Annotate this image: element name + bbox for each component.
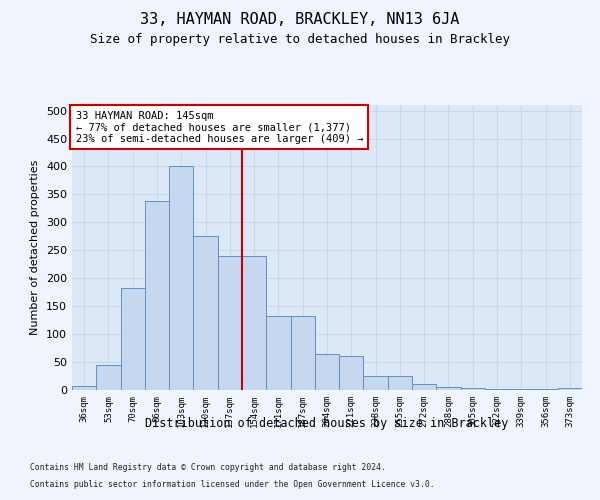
Bar — [218, 256, 242, 390]
Bar — [290, 316, 315, 390]
Bar — [242, 256, 266, 390]
Text: 33, HAYMAN ROAD, BRACKLEY, NN13 6JA: 33, HAYMAN ROAD, BRACKLEY, NN13 6JA — [140, 12, 460, 28]
Text: Contains public sector information licensed under the Open Government Licence v3: Contains public sector information licen… — [30, 480, 434, 489]
Bar — [266, 316, 290, 390]
Bar — [193, 236, 218, 390]
Bar — [72, 386, 96, 390]
Bar — [96, 365, 121, 390]
Bar — [145, 201, 169, 390]
Text: Contains HM Land Registry data © Crown copyright and database right 2024.: Contains HM Land Registry data © Crown c… — [30, 464, 386, 472]
Bar — [315, 354, 339, 390]
Bar — [533, 389, 558, 390]
Bar — [509, 389, 533, 390]
Y-axis label: Number of detached properties: Number of detached properties — [31, 160, 40, 335]
Bar — [436, 387, 461, 390]
Bar — [388, 376, 412, 390]
Bar — [339, 356, 364, 390]
Text: Size of property relative to detached houses in Brackley: Size of property relative to detached ho… — [90, 32, 510, 46]
Bar — [169, 166, 193, 390]
Bar — [121, 288, 145, 390]
Bar — [364, 376, 388, 390]
Bar — [412, 384, 436, 390]
Bar — [558, 388, 582, 390]
Bar — [485, 389, 509, 390]
Text: Distribution of detached houses by size in Brackley: Distribution of detached houses by size … — [145, 418, 509, 430]
Bar — [461, 388, 485, 390]
Text: 33 HAYMAN ROAD: 145sqm
← 77% of detached houses are smaller (1,377)
23% of semi-: 33 HAYMAN ROAD: 145sqm ← 77% of detached… — [76, 110, 363, 144]
